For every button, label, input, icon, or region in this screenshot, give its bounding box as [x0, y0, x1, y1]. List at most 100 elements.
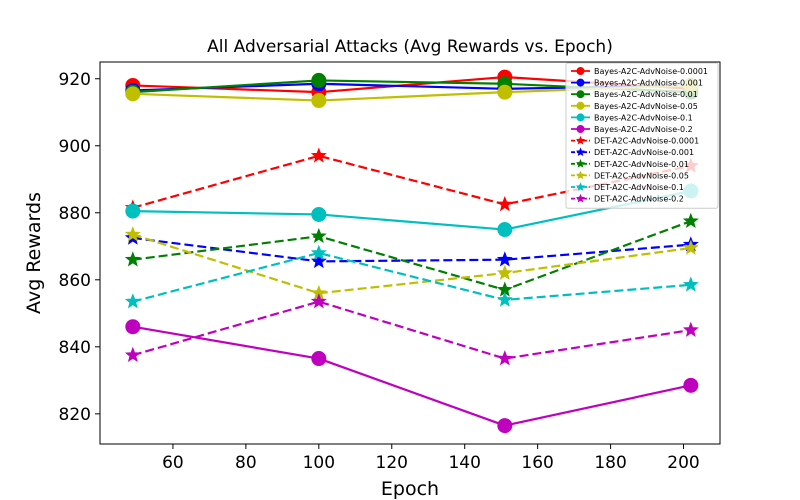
- star-marker: [682, 212, 699, 228]
- x-axis-label: Epoch: [381, 478, 439, 500]
- series-line: [132, 154, 692, 209]
- x-tick-label: 100: [303, 453, 335, 473]
- circle-marker: [311, 93, 327, 109]
- x-tick-label: 80: [235, 453, 257, 473]
- circle-marker: [576, 125, 585, 133]
- series-line: [132, 220, 692, 291]
- circle-marker: [576, 101, 585, 110]
- legend-label: DET-A2C-AdvNoise-0.2: [594, 195, 684, 204]
- plot-frame: [99, 61, 721, 445]
- circle-marker: [311, 206, 327, 222]
- legend-item: Bayes-A2C-AdvNoise-0.1: [571, 113, 693, 122]
- star-marker: [310, 244, 327, 260]
- circle-marker: [125, 203, 141, 219]
- series-Bayes-A2C-AdvNoise-0.2: [125, 319, 699, 434]
- series-line: [132, 251, 691, 303]
- star-marker: [496, 264, 513, 280]
- x-tick-label: 160: [521, 453, 553, 473]
- x-tick-label: 120: [376, 453, 408, 473]
- star-marker: [124, 251, 141, 267]
- star-marker: [310, 147, 327, 163]
- star-marker: [682, 276, 699, 292]
- legend-item: Bayes-A2C-AdvNoise-0.01: [571, 90, 698, 99]
- circle-marker: [311, 351, 327, 367]
- series-line: [132, 233, 691, 295]
- y-tick-label: 860: [59, 271, 91, 291]
- series-layer: [124, 69, 699, 434]
- legend-label: DET-A2C-AdvNoise-0.01: [594, 160, 689, 169]
- legend-label: DET-A2C-AdvNoise-0.0001: [594, 137, 699, 146]
- legend-item: DET-A2C-AdvNoise-0.01: [571, 159, 689, 169]
- star-marker: [575, 170, 586, 180]
- circle-marker: [576, 113, 585, 122]
- x-tick-label: 180: [594, 453, 626, 473]
- circle-marker: [125, 86, 141, 102]
- y-tick-label: 920: [59, 70, 91, 90]
- series-DET-A2C-AdvNoise-0.2: [124, 293, 699, 366]
- legend-item: DET-A2C-AdvNoise-0.05: [571, 170, 689, 180]
- legend-label: DET-A2C-AdvNoise-0.001: [594, 148, 694, 157]
- legend-label: Bayes-A2C-AdvNoise-0.0001: [594, 67, 708, 76]
- x-axis-ticks: 60 80 100 120 140 160 180 200: [162, 444, 700, 473]
- star-marker: [310, 227, 327, 244]
- circle-marker: [311, 72, 327, 88]
- legend-label: Bayes-A2C-AdvNoise-0.001: [594, 79, 703, 88]
- circle-marker: [576, 67, 585, 75]
- x-tick-label: 60: [162, 453, 184, 473]
- circle-marker: [497, 222, 513, 238]
- series-DET-A2C-AdvNoise-0.1: [124, 244, 699, 309]
- star-marker: [575, 193, 586, 203]
- series-line: [132, 236, 691, 263]
- legend-label: Bayes-A2C-AdvNoise-0.2: [594, 125, 693, 134]
- star-marker: [575, 182, 586, 191]
- star-marker: [496, 251, 513, 267]
- circle-marker: [497, 418, 513, 434]
- star-marker: [682, 321, 699, 337]
- circle-marker: [497, 84, 513, 100]
- legend-item: Bayes-A2C-AdvNoise-0.2: [571, 125, 693, 134]
- y-tick-label: 900: [59, 137, 91, 157]
- y-axis-ticks: 820 840 860 880 900 920: [59, 70, 100, 425]
- legend-item: DET-A2C-AdvNoise-0.001: [571, 147, 694, 157]
- star-marker: [575, 135, 586, 145]
- star-marker: [575, 147, 586, 157]
- y-tick-label: 840: [59, 338, 91, 358]
- legend: Bayes-A2C-AdvNoise-0.0001 Bayes-A2C-AdvNo…: [565, 62, 719, 209]
- chart-title: All Adversarial Attacks (Avg Rewards vs.…: [207, 37, 613, 57]
- star-marker: [124, 226, 141, 242]
- legend-item: DET-A2C-AdvNoise-0.0001: [571, 135, 699, 146]
- legend-label: Bayes-A2C-AdvNoise-0.1: [594, 113, 693, 122]
- legend-box: [565, 62, 719, 209]
- y-axis-label: Avg Rewards: [23, 192, 45, 314]
- star-marker: [310, 293, 327, 309]
- legend-item: Bayes-A2C-AdvNoise-0.001: [571, 78, 703, 88]
- legend-label: Bayes-A2C-AdvNoise-0.05: [594, 102, 698, 111]
- legend-item: Bayes-A2C-AdvNoise-0.05: [571, 101, 698, 111]
- legend-item: DET-A2C-AdvNoise-0.2: [571, 193, 684, 204]
- legend-item: DET-A2C-AdvNoise-0.1: [571, 182, 684, 192]
- series-line: [132, 325, 692, 427]
- star-marker: [575, 159, 586, 168]
- circle-marker: [683, 377, 699, 393]
- y-tick-label: 820: [59, 405, 91, 425]
- legend-label: Bayes-A2C-AdvNoise-0.01: [594, 90, 698, 99]
- star-marker: [496, 196, 513, 212]
- legend-label: DET-A2C-AdvNoise-0.05: [594, 171, 689, 180]
- circle-marker: [125, 319, 141, 335]
- series-line: [132, 300, 691, 360]
- circle-marker: [576, 90, 585, 99]
- y-tick-label: 880: [59, 204, 91, 224]
- star-marker: [682, 239, 699, 255]
- star-marker: [124, 346, 141, 362]
- star-marker: [310, 252, 327, 269]
- x-tick-label: 140: [448, 453, 480, 473]
- x-tick-label: 200: [667, 453, 699, 473]
- circle-marker: [576, 78, 585, 87]
- star-marker: [496, 291, 513, 307]
- legend-item: Bayes-A2C-AdvNoise-0.0001: [571, 67, 708, 76]
- star-marker: [124, 293, 141, 309]
- series-line: [132, 189, 692, 231]
- legend-label: DET-A2C-AdvNoise-0.1: [594, 183, 684, 192]
